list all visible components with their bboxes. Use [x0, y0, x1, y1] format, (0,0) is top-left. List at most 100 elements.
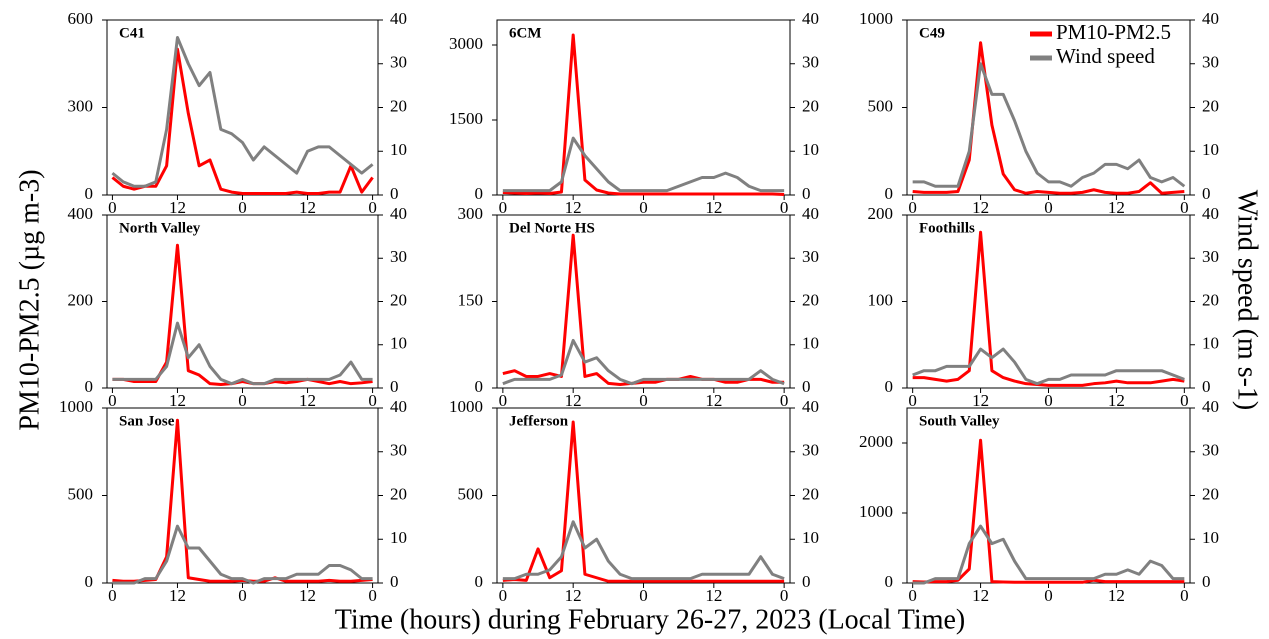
y-tick-label: 150 [458, 290, 484, 309]
y2-tick-label: 10 [802, 140, 819, 159]
x-tick-label: 0 [238, 391, 247, 410]
y2-tick-label: 10 [1202, 140, 1219, 159]
x-tick-label: 0 [639, 391, 648, 410]
y2-tick-label: 10 [390, 528, 407, 547]
y-tick-label: 200 [68, 290, 94, 309]
x-tick-label: 0 [238, 586, 247, 605]
x-tick-label: 0 [908, 586, 917, 605]
x-tick-label: 0 [108, 586, 117, 605]
x-tick-label: 0 [108, 198, 117, 217]
y2-tick-label: 30 [1202, 247, 1219, 266]
data-line [502, 338, 785, 386]
y2-tick-label: 40 [802, 204, 819, 223]
y2-tick-label: 30 [1202, 441, 1219, 460]
y2-tick-label: 30 [390, 247, 407, 266]
y-tick-label: 0 [475, 377, 484, 396]
y-tick-label: 500 [458, 484, 484, 503]
panel-title: South Valley [919, 413, 1000, 429]
x-tick-label: 0 [908, 198, 917, 217]
x-tick-label: 0 [1180, 198, 1189, 217]
data-line [502, 420, 785, 583]
plot-frame [106, 19, 379, 196]
x-tick-label: 0 [1180, 391, 1189, 410]
x-tick-label: 12 [1108, 586, 1125, 605]
data-line [912, 62, 1186, 188]
plot-frame [496, 214, 791, 389]
x-tick-label: 12 [169, 198, 186, 217]
x-axis-label: Time (hours) during February 26-27, 2023… [335, 604, 965, 635]
data-line [912, 438, 1185, 584]
y2-tick-label: 40 [802, 9, 819, 28]
x-tick-label: 12 [565, 198, 582, 217]
data-line [111, 47, 374, 196]
x-tick-label: 0 [368, 198, 377, 217]
y2-tick-label: 40 [390, 397, 407, 416]
plot-frame [496, 19, 791, 196]
y-tick-label: 400 [68, 204, 94, 223]
y2-tick-label: 30 [802, 247, 819, 266]
y2-tick-label: 30 [802, 53, 819, 72]
x-tick-label: 0 [908, 391, 917, 410]
x-tick-label: 12 [565, 586, 582, 605]
data-line [112, 524, 373, 585]
y2-tick-label: 30 [390, 441, 407, 460]
y-tick-label: 0 [85, 184, 94, 203]
y2-tick-label: 20 [802, 96, 819, 115]
y-tick-label: 2000 [859, 432, 893, 451]
x-tick-label: 0 [368, 586, 377, 605]
y-tick-label: 0 [885, 184, 894, 203]
data-line [912, 230, 1185, 387]
x-tick-label: 12 [705, 391, 722, 410]
x-tick-label: 0 [238, 198, 247, 217]
y2-tick-label: 0 [1202, 377, 1211, 396]
x-tick-label: 12 [299, 391, 316, 410]
y2-tick-label: 10 [390, 334, 407, 353]
y-axis-label: PM10-PM2.5 (µg m-3) [14, 169, 45, 430]
y2-tick-label: 20 [1202, 96, 1219, 115]
data-line [912, 524, 1185, 585]
x-tick-label: 0 [108, 391, 117, 410]
panel-title: North Valley [119, 220, 201, 236]
y-tick-label: 100 [868, 290, 894, 309]
x-tick-label: 0 [499, 391, 508, 410]
data-line [111, 36, 374, 188]
panel-title: C49 [919, 25, 945, 41]
y2-tick-label: 20 [390, 96, 407, 115]
y-tick-label: 600 [68, 9, 94, 28]
y2-tick-label: 30 [1202, 53, 1219, 72]
y2-tick-label: 0 [1202, 572, 1211, 591]
data-line [112, 418, 373, 583]
x-tick-label: 12 [169, 586, 186, 605]
x-tick-label: 0 [639, 198, 648, 217]
y-tick-label: 500 [868, 96, 894, 115]
y2-tick-label: 0 [802, 572, 811, 591]
x-tick-label: 12 [1108, 198, 1125, 217]
data-line [912, 347, 1185, 386]
plot-frame [906, 214, 1191, 389]
y2-tick-label: 0 [1202, 184, 1211, 203]
y2-tick-label: 20 [1202, 290, 1219, 309]
panel-title: C41 [119, 25, 145, 41]
x-tick-label: 12 [299, 586, 316, 605]
panel-title: 6CM [509, 25, 542, 41]
y-tick-label: 500 [68, 484, 94, 503]
y2-tick-label: 10 [1202, 528, 1219, 547]
data-line [112, 243, 373, 387]
x-tick-label: 0 [780, 586, 789, 605]
y-tick-label: 1000 [859, 502, 893, 521]
data-line [502, 233, 785, 387]
y-tick-label: 200 [868, 204, 894, 223]
x-tick-label: 0 [499, 198, 508, 217]
y-tick-label: 1000 [859, 9, 893, 28]
y2-tick-label: 20 [390, 290, 407, 309]
legend-label: PM10-PM2.5 [1056, 20, 1171, 44]
y-tick-label: 0 [885, 377, 894, 396]
y2-tick-label: 20 [802, 290, 819, 309]
data-line [912, 41, 1185, 195]
x-tick-label: 0 [368, 391, 377, 410]
y2-tick-label: 0 [390, 184, 399, 203]
y2-tick-label: 10 [390, 140, 407, 159]
y2-tick-label: 0 [802, 377, 811, 396]
y2-tick-label: 20 [1202, 484, 1219, 503]
